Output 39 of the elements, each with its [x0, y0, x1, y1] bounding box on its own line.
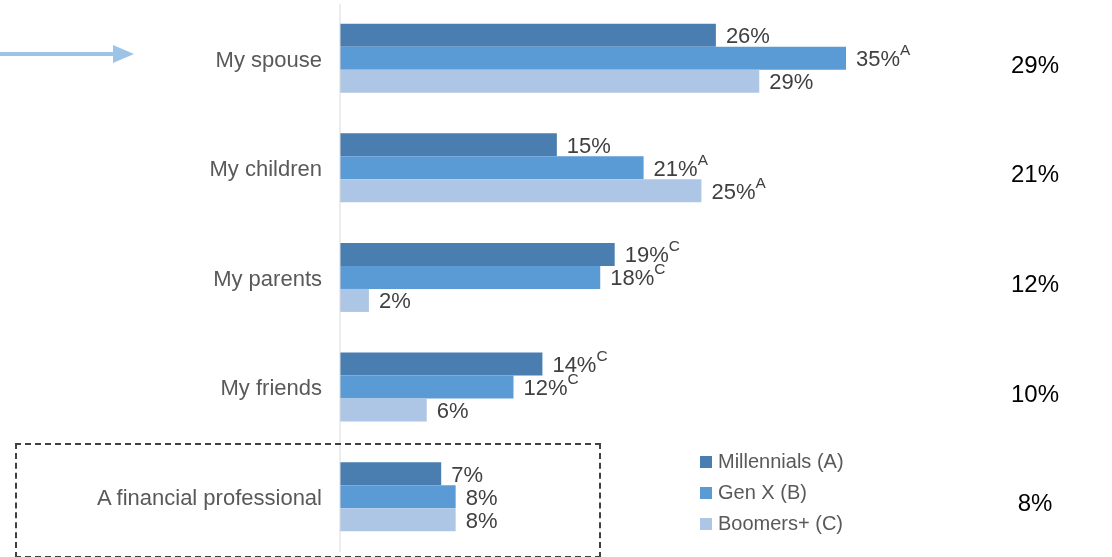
data-label: 15% — [566, 132, 611, 158]
y-tick-label: My parents — [213, 265, 322, 291]
y-tick-label: My friends — [220, 375, 322, 401]
data-label: 7% — [451, 461, 483, 487]
bar — [340, 179, 702, 203]
text: 10% — [1009, 379, 1060, 408]
bar — [340, 242, 615, 266]
data-label: 8% — [465, 484, 498, 510]
bar — [340, 398, 427, 422]
bar — [340, 69, 760, 93]
legend-label: Boomers+ (C) — [718, 511, 844, 536]
data-label: 2% — [378, 287, 411, 313]
bar — [340, 133, 557, 157]
bar — [340, 485, 456, 509]
data-label: 6% — [436, 397, 469, 423]
text: 12% — [1009, 270, 1060, 298]
legend-label: Millennials (A) — [718, 449, 844, 474]
bar — [340, 46, 846, 70]
bar — [340, 23, 716, 47]
data-label: 21%$^{A}$ — [653, 150, 709, 181]
bar — [340, 265, 601, 289]
bar — [340, 462, 442, 486]
bar — [340, 156, 644, 180]
data-label: 8% — [465, 507, 498, 533]
data-label: 26% — [725, 22, 770, 48]
y-tick-label: My spouse — [215, 46, 322, 72]
bar — [340, 508, 456, 532]
y-tick-label: A financial professional — [96, 485, 322, 511]
bar — [340, 352, 543, 376]
text: 29% — [1009, 50, 1060, 79]
legend-label: Gen X (B) — [718, 480, 807, 505]
bar — [340, 375, 514, 399]
data-label: 35%$^{A}$ — [856, 41, 912, 71]
data-label: 29% — [769, 68, 814, 94]
text: 21% — [1009, 160, 1060, 189]
y-tick-label: My children — [209, 156, 322, 182]
data-label: 25%$^{A}$ — [711, 173, 767, 204]
bar — [340, 288, 369, 312]
text: 8% — [1016, 489, 1054, 518]
